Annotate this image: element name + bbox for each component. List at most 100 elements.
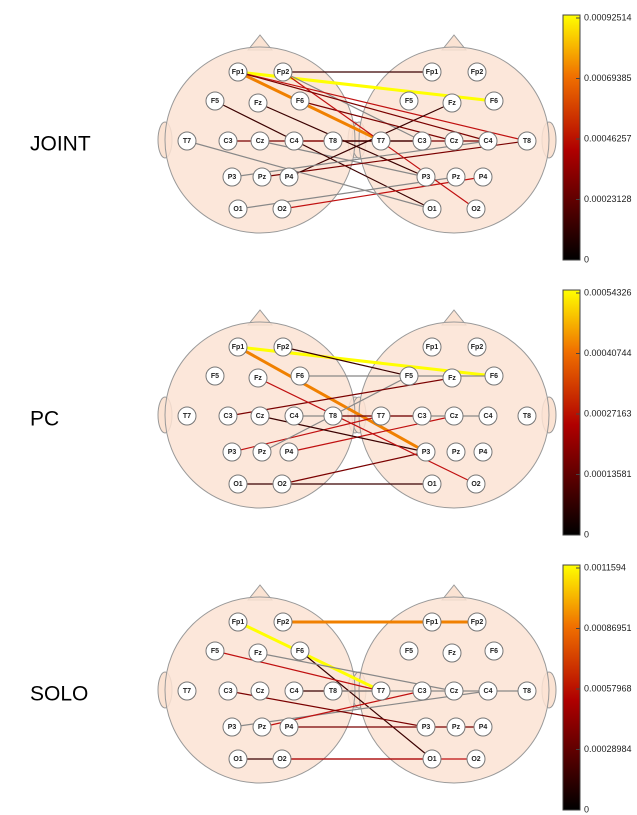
electrode-label: Fz — [448, 100, 456, 107]
electrode-label: T8 — [523, 138, 531, 145]
electrode-label: F6 — [490, 98, 498, 105]
electrode-label: O2 — [277, 481, 286, 488]
colorbar-tick-label: 0.00057968 — [584, 683, 632, 693]
electrode-label: O1 — [427, 756, 436, 763]
colorbar-tick-label: 0.00046257 — [584, 133, 632, 143]
electrode-label: Cz — [256, 688, 265, 695]
electrode-label: C3 — [224, 688, 233, 695]
electrode-label: Fz — [448, 375, 456, 382]
electrode-label: T7 — [183, 413, 191, 420]
electrode-label: O1 — [427, 206, 436, 213]
colorbar-tick-label: 0.00092514 — [584, 12, 632, 22]
colorbar-tick-label: 0.00027163 — [584, 408, 632, 418]
electrode-label: C4 — [484, 138, 493, 145]
electrode-label: T7 — [377, 138, 385, 145]
electrode-label: P4 — [479, 449, 488, 456]
electrode-label: T8 — [329, 413, 337, 420]
colorbar — [563, 15, 580, 260]
electrode-label: Fz — [254, 650, 262, 657]
colorbar-tick-label: 0 — [584, 529, 589, 539]
electrode-label: F6 — [296, 373, 304, 380]
figure: JOINTFp1Fp2F5FzF6T7C3CzC4T8P3PzP4O1O2Fp1… — [0, 0, 637, 815]
electrode-label: Fp1 — [232, 344, 245, 351]
electrode-label: C3 — [224, 138, 233, 145]
electrode-label: C3 — [418, 138, 427, 145]
electrode-label: C3 — [224, 413, 233, 420]
electrode-label: P4 — [285, 174, 294, 181]
electrode-label: P4 — [479, 174, 488, 181]
electrode-label: Fp1 — [426, 619, 439, 626]
electrode-label: F6 — [296, 648, 304, 655]
electrode-label: P4 — [285, 724, 294, 731]
electrode-label: O1 — [233, 756, 242, 763]
electrode-label: Fp2 — [277, 69, 290, 76]
colorbar-tick-label: 0 — [584, 804, 589, 814]
electrode-label: Fp2 — [471, 619, 484, 626]
electrode-label: F5 — [211, 648, 219, 655]
electrode-label: T8 — [329, 688, 337, 695]
colorbar-tick-label: 0 — [584, 254, 589, 264]
electrode-label: C3 — [418, 413, 427, 420]
colorbar-tick-label: 0.00086951 — [584, 623, 632, 633]
electrode-label: Cz — [256, 138, 265, 145]
electrode-label: O1 — [427, 481, 436, 488]
electrode-label: C4 — [484, 413, 493, 420]
electrode-label: Fp1 — [232, 69, 245, 76]
electrode-label: F6 — [296, 98, 304, 105]
electrode-label: Fp1 — [426, 344, 439, 351]
electrode-label: O2 — [471, 756, 480, 763]
colorbar-tick-label: 0.00069385 — [584, 73, 632, 83]
electrode-label: O2 — [277, 206, 286, 213]
electrode-label: F6 — [490, 373, 498, 380]
colorbar — [563, 290, 580, 535]
electrode-label: Fp2 — [471, 69, 484, 76]
electrode-label: P3 — [422, 449, 431, 456]
electrode-label: P3 — [228, 449, 237, 456]
electrode-label: P3 — [422, 174, 431, 181]
electrode-label: O2 — [471, 206, 480, 213]
electrode-label: C4 — [290, 138, 299, 145]
electrode-label: P3 — [228, 724, 237, 731]
electrode-label: P3 — [228, 174, 237, 181]
electrode-label: O2 — [471, 481, 480, 488]
electrode-label: Fp2 — [277, 619, 290, 626]
colorbar-tick-label: 0.00028984 — [584, 744, 632, 754]
electrode-label: Fz — [254, 375, 262, 382]
electrode-label: Fp2 — [277, 344, 290, 351]
electrode-label: F5 — [405, 373, 413, 380]
electrode-label: P3 — [422, 724, 431, 731]
electrode-label: T8 — [523, 688, 531, 695]
panel-label: SOLO — [30, 683, 88, 706]
page: JOINTFp1Fp2F5FzF6T7C3CzC4T8P3PzP4O1O2Fp1… — [0, 0, 637, 815]
electrode-label: Fp1 — [232, 619, 245, 626]
electrode-label: Fz — [254, 100, 262, 107]
electrode-label: Fp1 — [426, 69, 439, 76]
panel: PC Fp1 Fp2 F5 Fz F6 T7 C3 Cz C4 T8 P3 Pz P4 O1 O2 Fp1 Fp2… — [30, 287, 632, 539]
electrode-label: Pz — [258, 174, 267, 181]
electrode-label: C4 — [290, 688, 299, 695]
electrode-label: T7 — [183, 138, 191, 145]
electrode-label: Cz — [256, 413, 265, 420]
panel: SOLO Fp1 Fp2 F5 Fz F6 T7 C3 Cz C4 T8 P3 Pz P4 O1 O2 Fp1 F… — [30, 562, 632, 814]
colorbar-tick-label: 0.00013581 — [584, 469, 632, 479]
electrode-label: Cz — [450, 413, 459, 420]
electrode-label: T8 — [329, 138, 337, 145]
colorbar-tick-label: 0.0011594 — [584, 562, 626, 572]
electrode-label: Pz — [452, 724, 461, 731]
electrode-label: Pz — [452, 174, 461, 181]
electrode-label: T7 — [377, 688, 385, 695]
electrode-label: Pz — [258, 724, 267, 731]
electrode-label: Pz — [452, 449, 461, 456]
electrode-label: Cz — [450, 138, 459, 145]
electrode-label: Fp2 — [471, 344, 484, 351]
electrode-label: T7 — [377, 413, 385, 420]
electrode-label: C4 — [290, 413, 299, 420]
electrode-label: Cz — [450, 688, 459, 695]
colorbar — [563, 565, 580, 810]
panel-label: PC — [30, 408, 59, 431]
electrode-label: T8 — [523, 413, 531, 420]
electrode-label: P4 — [479, 724, 488, 731]
electrode-label: F5 — [405, 648, 413, 655]
electrode-label: C4 — [484, 688, 493, 695]
colorbar-tick-label: 0.00054326 — [584, 287, 632, 297]
